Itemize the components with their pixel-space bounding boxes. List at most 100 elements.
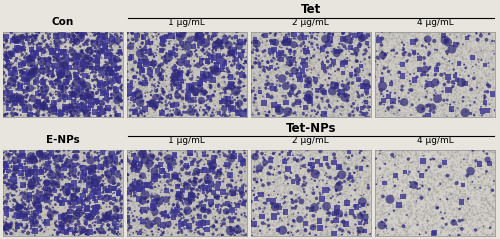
Point [277,204,285,208]
Point [400,151,408,154]
Point [328,225,336,228]
Point [43,187,51,191]
Point [388,86,396,89]
Point [158,229,166,233]
Point [129,165,137,169]
Point [42,158,50,162]
Point [325,197,333,201]
Point [344,169,352,173]
Point [318,106,326,110]
Point [108,162,116,165]
Point [226,216,234,219]
Point [398,177,406,181]
Point [354,102,362,106]
Point [261,199,269,203]
Point [114,71,122,74]
Point [322,184,330,188]
Point [356,221,364,225]
Point [479,70,487,73]
Point [258,207,266,211]
Point [322,55,330,59]
Point [314,84,322,88]
Point [276,114,284,118]
Point [23,224,31,228]
Point [49,101,57,105]
Point [272,95,280,99]
Point [334,213,342,217]
Point [242,103,250,107]
Point [353,149,361,152]
Point [392,44,400,48]
Point [266,228,274,231]
Point [0,167,8,171]
Point [478,99,486,103]
Point [341,39,349,43]
Point [484,232,492,236]
Point [76,102,84,106]
Point [259,50,267,54]
Point [316,221,324,225]
Point [481,197,489,201]
Point [280,176,288,179]
Point [188,85,196,89]
Point [490,54,498,58]
Point [464,210,472,214]
Point [413,151,421,155]
Point [103,106,111,109]
Point [50,77,58,81]
Point [16,219,24,223]
Point [30,53,38,57]
Point [322,182,330,186]
Point [202,196,210,200]
Point [250,34,258,38]
Point [314,100,322,104]
Point [414,196,422,200]
Point [264,234,272,237]
Point [412,185,420,189]
Point [416,186,424,190]
Point [58,86,66,90]
Point [188,206,196,210]
Point [27,111,35,115]
Point [57,97,65,101]
Point [472,220,480,224]
Point [238,47,246,51]
Point [10,94,18,98]
Point [96,164,104,168]
Point [42,194,50,198]
Point [270,61,278,65]
Point [228,201,235,205]
Point [314,163,322,167]
Point [22,206,30,210]
Point [342,77,349,81]
Point [172,87,180,91]
Point [309,44,317,48]
Point [53,37,61,41]
Point [308,163,316,167]
Point [96,193,104,197]
Point [220,101,228,105]
Point [408,176,416,180]
Point [199,62,207,66]
Point [60,101,68,105]
Point [352,233,360,237]
Point [400,181,407,185]
Point [238,69,246,73]
Point [30,169,38,173]
Point [358,206,366,210]
Point [270,48,278,51]
Point [402,168,410,172]
Point [338,45,346,49]
Point [384,73,392,76]
Point [129,67,137,71]
Point [74,201,82,205]
Point [182,110,190,114]
Point [416,186,424,190]
Point [192,52,200,56]
Point [381,96,389,100]
Point [222,166,230,170]
Point [94,204,102,208]
Point [454,101,462,105]
Point [334,99,342,103]
Point [76,232,84,236]
